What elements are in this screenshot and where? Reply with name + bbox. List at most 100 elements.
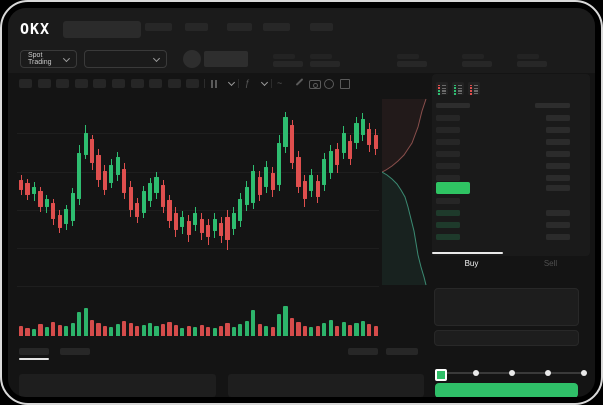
nav-item-5[interactable] bbox=[310, 23, 333, 31]
book-asks-icon[interactable] bbox=[468, 82, 480, 95]
tab-sell[interactable]: Sell bbox=[543, 258, 558, 268]
bottom-control-2[interactable] bbox=[386, 348, 418, 355]
volume-bar bbox=[193, 327, 198, 336]
stat-label-2 bbox=[310, 54, 332, 59]
candle bbox=[51, 203, 56, 219]
ask-price-placeholder[interactable] bbox=[436, 139, 460, 145]
bid-price-placeholder[interactable] bbox=[436, 222, 460, 228]
volume-bar bbox=[31, 329, 37, 336]
slider-stop[interactable] bbox=[509, 370, 515, 376]
ask-price-placeholder[interactable] bbox=[436, 151, 460, 157]
slider-handle[interactable] bbox=[435, 369, 447, 381]
candle bbox=[335, 149, 340, 165]
stat-label-3 bbox=[397, 54, 419, 59]
candle bbox=[373, 135, 378, 149]
volume-bar bbox=[102, 326, 108, 336]
bid-amount-placeholder[interactable] bbox=[546, 222, 570, 228]
volume-bar bbox=[328, 320, 333, 336]
nav-item-2[interactable] bbox=[185, 23, 208, 31]
bid-price-placeholder[interactable] bbox=[436, 198, 460, 204]
volume-bar bbox=[44, 327, 49, 336]
ask-amount-placeholder[interactable] bbox=[546, 163, 570, 169]
volume-bar bbox=[270, 327, 275, 336]
line-tool-icon[interactable]: ~ bbox=[277, 78, 283, 88]
chart-type-chevron-icon[interactable] bbox=[227, 78, 236, 87]
candle bbox=[77, 153, 82, 199]
candle bbox=[238, 199, 243, 221]
bid-amount-placeholder[interactable] bbox=[546, 234, 570, 240]
gridline bbox=[17, 172, 379, 173]
candle bbox=[225, 217, 230, 240]
ask-price-placeholder[interactable] bbox=[436, 175, 460, 181]
interval-button-4[interactable] bbox=[74, 79, 88, 88]
indicators-chevron-icon[interactable] bbox=[260, 78, 269, 87]
bid-amount-placeholder[interactable] bbox=[546, 210, 570, 216]
candle bbox=[167, 200, 172, 221]
candle bbox=[193, 213, 198, 225]
bottom-tab-1[interactable] bbox=[19, 348, 49, 355]
interval-button-5[interactable] bbox=[93, 79, 107, 88]
ask-amount-placeholder[interactable] bbox=[546, 115, 570, 121]
interval-button-10[interactable] bbox=[186, 79, 200, 88]
order-input-2[interactable] bbox=[434, 330, 579, 346]
volume-bar bbox=[96, 323, 101, 336]
interval-button-7[interactable] bbox=[130, 79, 144, 88]
volume-bar bbox=[225, 323, 230, 336]
orderbook-header-price bbox=[436, 103, 470, 108]
ask-amount-placeholder[interactable] bbox=[546, 139, 570, 145]
chart-type-icon[interactable] bbox=[211, 80, 217, 88]
order-input-1[interactable] bbox=[434, 288, 579, 326]
bottom-control-1[interactable] bbox=[348, 348, 378, 355]
pair-selector-dropdown[interactable] bbox=[84, 50, 167, 68]
market-type-dropdown[interactable]: Spot Trading bbox=[20, 50, 77, 68]
ask-amount-placeholder[interactable] bbox=[546, 127, 570, 133]
toolbar-divider bbox=[204, 79, 205, 88]
volume-bar bbox=[38, 324, 43, 336]
nav-item-4[interactable] bbox=[263, 23, 290, 31]
candle bbox=[367, 129, 372, 145]
interval-button-2[interactable] bbox=[37, 79, 51, 88]
interval-button-1[interactable] bbox=[19, 79, 32, 88]
ask-price-placeholder[interactable] bbox=[436, 163, 460, 169]
amount-slider[interactable] bbox=[435, 367, 587, 381]
indicators-icon[interactable]: ƒ bbox=[245, 78, 251, 88]
fullscreen-icon[interactable] bbox=[340, 79, 350, 89]
gridline bbox=[17, 286, 379, 287]
buy-submit-button[interactable] bbox=[435, 383, 578, 397]
slider-stop[interactable] bbox=[545, 370, 551, 376]
book-combined-icon[interactable] bbox=[436, 82, 448, 95]
interval-button-6[interactable] bbox=[112, 79, 125, 88]
volume-bar bbox=[206, 327, 211, 336]
app-window: OKX Spot Trading ƒ ~ Buy Sell bbox=[8, 8, 595, 397]
ask-amount-placeholder[interactable] bbox=[546, 175, 570, 181]
ask-price-placeholder[interactable] bbox=[436, 115, 460, 121]
ask-amount-placeholder[interactable] bbox=[546, 151, 570, 157]
candle bbox=[296, 157, 301, 187]
volume-bar bbox=[70, 323, 75, 336]
interval-button-3[interactable] bbox=[56, 79, 70, 88]
candle bbox=[89, 139, 95, 163]
volume-bar bbox=[244, 321, 249, 336]
interval-button-9[interactable] bbox=[167, 79, 181, 88]
nav-item-1[interactable] bbox=[145, 23, 172, 31]
candle bbox=[354, 123, 359, 143]
bottom-tab-2[interactable] bbox=[60, 348, 90, 355]
slider-stop[interactable] bbox=[473, 370, 479, 376]
settings-icon[interactable] bbox=[324, 79, 334, 89]
tab-buy[interactable]: Buy bbox=[432, 252, 511, 274]
interval-button-8[interactable] bbox=[149, 79, 163, 88]
bid-price-placeholder[interactable] bbox=[436, 210, 460, 216]
search-input[interactable] bbox=[63, 21, 141, 38]
volume-bar bbox=[335, 326, 340, 336]
draw-icon[interactable] bbox=[295, 78, 304, 86]
nav-item-3[interactable] bbox=[227, 23, 252, 31]
book-bids-icon[interactable] bbox=[452, 82, 464, 95]
volume-bar bbox=[309, 327, 314, 336]
gridline bbox=[17, 133, 379, 134]
volume-bar bbox=[264, 326, 269, 336]
bid-price-placeholder[interactable] bbox=[436, 234, 460, 240]
camera-icon[interactable] bbox=[309, 80, 321, 89]
slider-stop[interactable] bbox=[581, 370, 587, 376]
ask-price-placeholder[interactable] bbox=[436, 127, 460, 133]
volume-bar bbox=[64, 326, 69, 336]
